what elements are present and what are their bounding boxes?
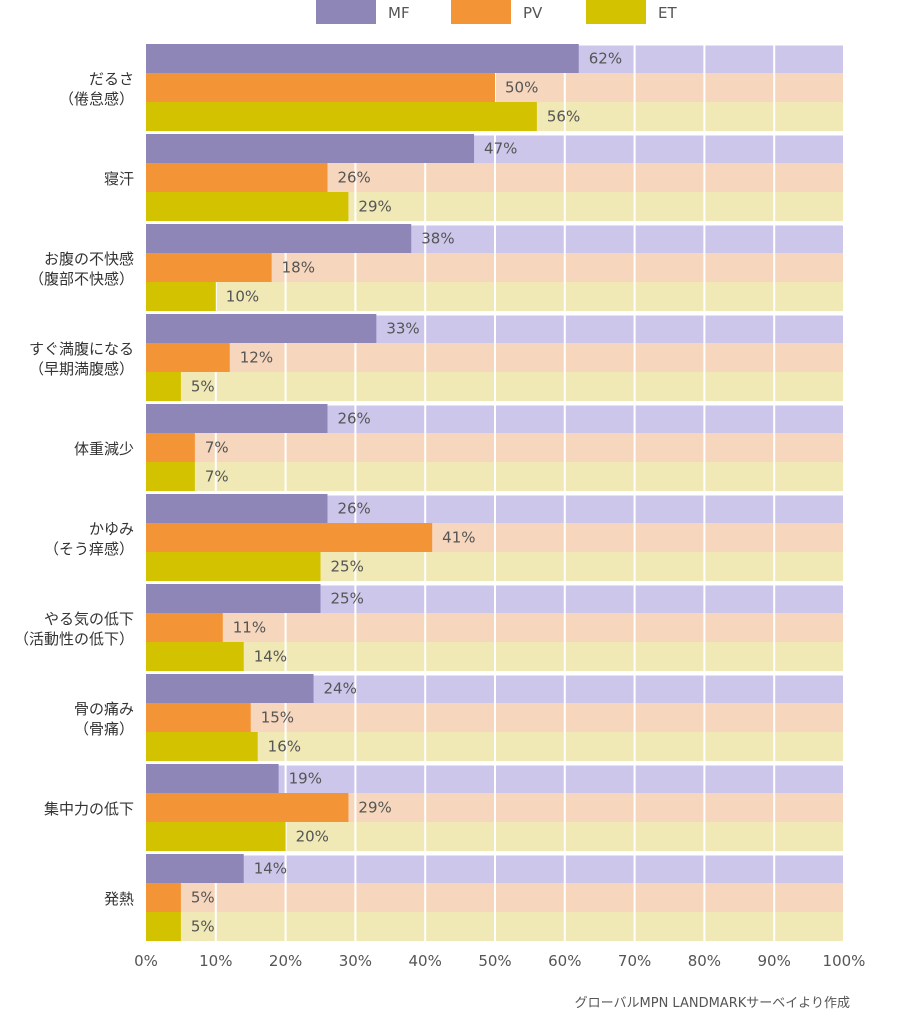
bar-pv: [146, 523, 433, 552]
value-label: 14%: [254, 648, 287, 666]
value-label: 7%: [205, 439, 229, 457]
value-label: 50%: [505, 79, 538, 97]
value-label: 16%: [268, 738, 301, 756]
bar-pv: [146, 613, 223, 642]
category-label: 骨の痛み: [74, 700, 134, 718]
value-label: 11%: [233, 619, 266, 637]
value-label: 26%: [337, 500, 370, 518]
x-tick-label: 90%: [758, 952, 791, 970]
value-label: 41%: [442, 529, 475, 547]
x-tick-label: 70%: [618, 952, 651, 970]
bar-pv: [146, 793, 349, 822]
value-label: 15%: [261, 709, 294, 727]
bar-et: [146, 912, 181, 941]
value-label: 24%: [324, 680, 357, 698]
value-label: 25%: [331, 558, 364, 576]
category-label: だるさ: [89, 70, 134, 88]
value-label: 47%: [484, 140, 517, 158]
value-label: 62%: [589, 50, 622, 68]
legend-swatch-mf: [316, 0, 376, 24]
x-tick-label: 50%: [478, 952, 511, 970]
bar-et: [146, 192, 349, 221]
x-tick-label: 0%: [134, 952, 158, 970]
value-label: 19%: [289, 770, 322, 788]
bar-pv: [146, 433, 195, 462]
bar-et: [146, 282, 216, 311]
bar-pv: [146, 703, 251, 732]
bar-et: [146, 642, 244, 671]
legend-label-mf: MF: [388, 4, 410, 22]
bar-et: [146, 552, 321, 581]
x-tick-label: 40%: [409, 952, 442, 970]
category-label: 体重減少: [74, 440, 134, 458]
bar-mf: [146, 494, 328, 523]
bar-et: [146, 732, 258, 761]
bar-mf: [146, 584, 321, 613]
value-label: 14%: [254, 860, 287, 878]
bar-mf: [146, 764, 279, 793]
value-label: 29%: [358, 198, 391, 216]
x-tick-label: 60%: [548, 952, 581, 970]
bar-mf: [146, 134, 475, 163]
value-label: 25%: [331, 590, 364, 608]
category-label: お腹の不快感: [44, 250, 134, 268]
legend-swatch-pv: [451, 0, 511, 24]
x-tick-label: 100%: [823, 952, 866, 970]
value-label: 38%: [421, 230, 454, 248]
category-label: すぐ満腹になる: [29, 340, 134, 358]
legend-label-pv: PV: [523, 4, 543, 22]
value-label: 33%: [386, 320, 419, 338]
bar-et: [146, 822, 286, 851]
bar-mf: [146, 854, 244, 883]
bar-et: [146, 102, 537, 131]
legend-label-et: ET: [658, 4, 677, 22]
source-note: グローバルMPN LANDMARKサーベイより作成: [574, 996, 850, 1011]
value-label: 10%: [226, 288, 259, 306]
category-label: 発熱: [104, 890, 134, 908]
bar-pv: [146, 883, 181, 912]
value-label: 5%: [191, 378, 215, 396]
bar-mf: [146, 674, 314, 703]
value-label: 29%: [358, 799, 391, 817]
value-label: 26%: [337, 169, 370, 187]
category-label: 集中力の低下: [44, 800, 134, 818]
bar-pv: [146, 73, 495, 102]
bar-mf: [146, 44, 579, 73]
category-label: （骨痛）: [74, 720, 134, 738]
x-tick-label: 20%: [269, 952, 302, 970]
bar-et: [146, 372, 181, 401]
category-label: （活動性の低下）: [14, 630, 134, 648]
category-label: やる気の低下: [44, 610, 134, 628]
x-tick-label: 10%: [199, 952, 232, 970]
value-label: 5%: [191, 918, 215, 936]
value-label: 18%: [282, 259, 315, 277]
category-label: 寝汗: [104, 170, 134, 188]
legend-swatch-et: [586, 0, 646, 24]
value-label: 5%: [191, 889, 215, 907]
bar-et: [146, 462, 195, 491]
x-tick-label: 30%: [339, 952, 372, 970]
category-label: （早期満腹感）: [29, 360, 134, 378]
value-label: 20%: [296, 828, 329, 846]
bar-pv: [146, 163, 328, 192]
category-label: （そう痒感）: [44, 540, 134, 558]
bar-pv: [146, 253, 272, 282]
bar-mf: [146, 404, 328, 433]
value-label: 26%: [337, 410, 370, 428]
value-label: 12%: [240, 349, 273, 367]
category-label: かゆみ: [89, 520, 134, 538]
category-label: （腹部不快感）: [29, 270, 134, 288]
category-label: （倦怠感）: [59, 90, 134, 108]
bar-mf: [146, 314, 377, 343]
value-label: 7%: [205, 468, 229, 486]
bar-pv: [146, 343, 230, 372]
bar-mf: [146, 224, 412, 253]
value-label: 56%: [547, 108, 580, 126]
x-tick-label: 80%: [688, 952, 721, 970]
